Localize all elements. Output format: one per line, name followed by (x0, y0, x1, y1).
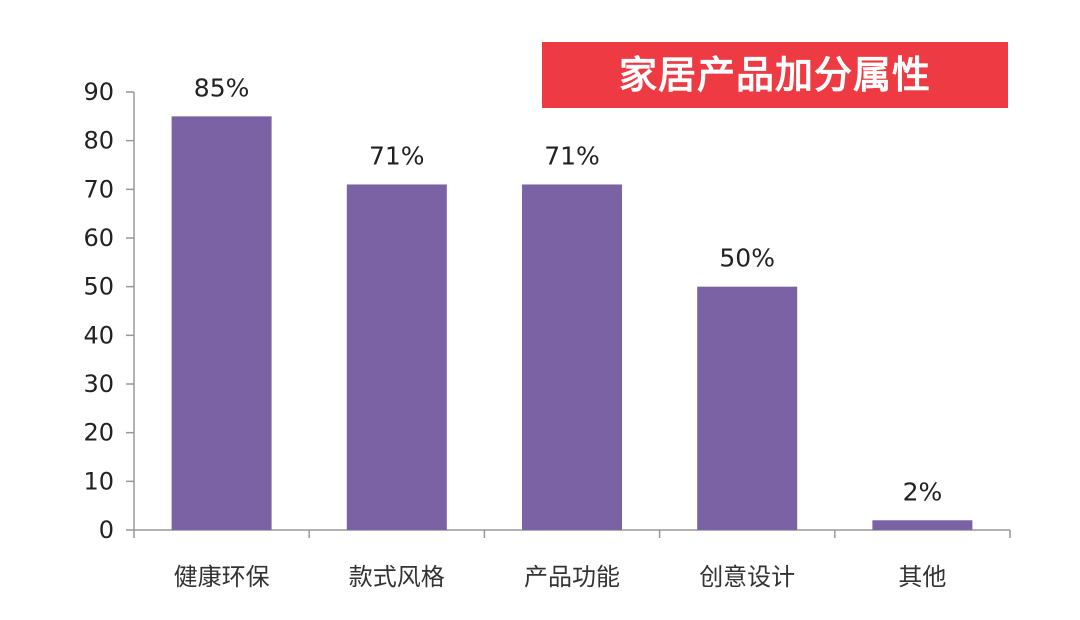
data-label: 2% (903, 477, 943, 506)
y-tick-label: 70 (83, 175, 114, 203)
x-category-label: 其他 (898, 563, 946, 591)
data-label: 71% (369, 141, 425, 170)
x-category-label: 款式风格 (349, 563, 445, 591)
y-tick-label: 40 (83, 321, 114, 349)
chart-bars (171, 116, 973, 530)
bar (346, 184, 447, 530)
chart-axes: 0 10 20 30 40 50 60 70 80 90 (83, 78, 1011, 544)
y-tick-label: 10 (83, 467, 114, 495)
y-tick-label: 30 (83, 370, 114, 398)
bar (872, 520, 973, 530)
bar (522, 184, 622, 530)
y-tick-label: 90 (83, 78, 114, 106)
bar (171, 116, 272, 530)
x-category-label: 健康环保 (174, 563, 270, 591)
y-tick-label: 50 (83, 273, 114, 301)
y-tick-label: 0 (99, 516, 114, 544)
chart-title: 家居产品加分属性 (542, 42, 1008, 108)
y-tick-label: 20 (83, 419, 114, 447)
data-label: 85% (194, 73, 250, 102)
data-label: 71% (544, 141, 600, 170)
x-category-label: 产品功能 (524, 563, 620, 591)
chart-labels: 85% 健康环保 71% 款式风格 71% 产品功能 50% 创意设计 2% 其他 (174, 73, 947, 591)
x-category-label: 创意设计 (699, 563, 795, 591)
data-label: 50% (719, 244, 775, 273)
y-tick-label: 60 (83, 224, 114, 252)
y-tick-label: 80 (83, 127, 114, 155)
bar (697, 286, 798, 530)
